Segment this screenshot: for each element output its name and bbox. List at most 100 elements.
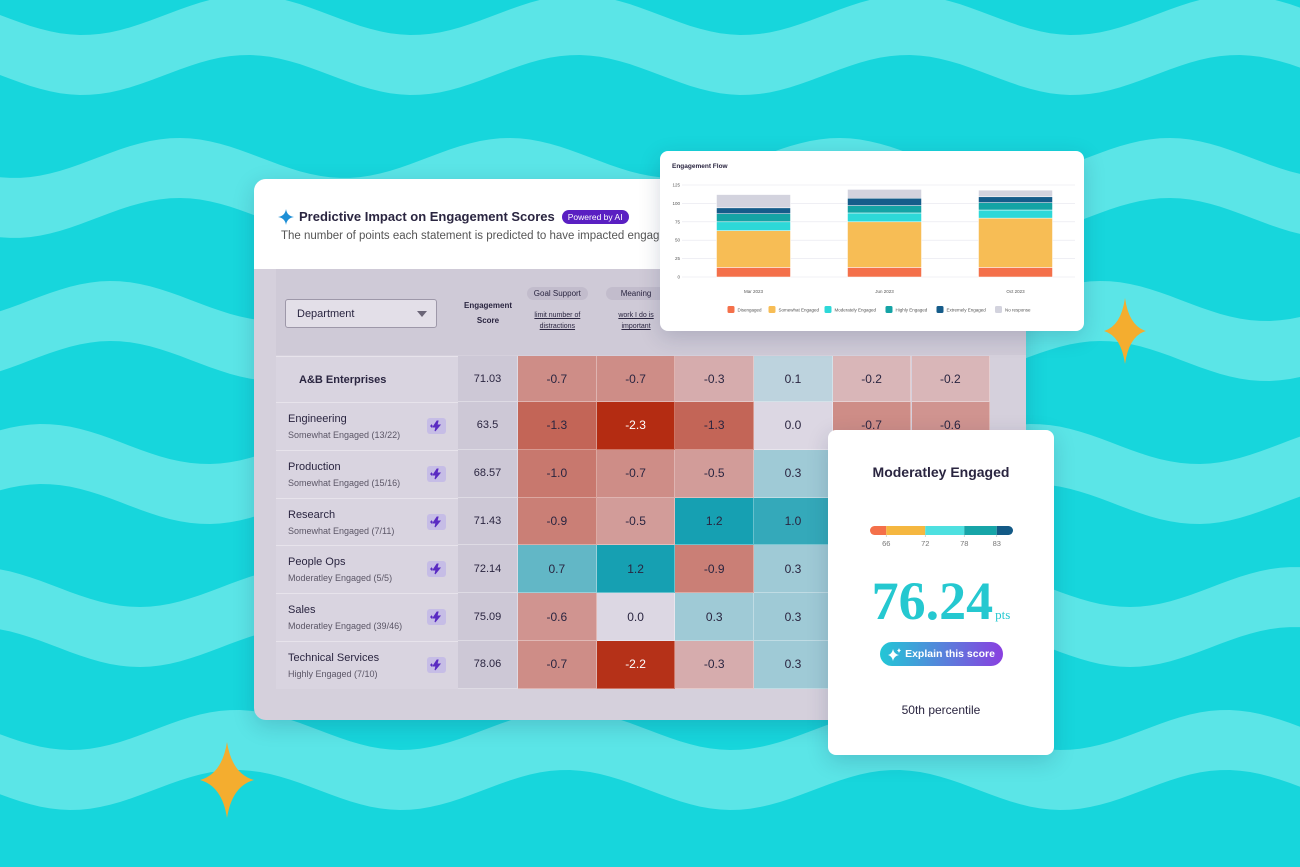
bar-segment: [978, 196, 1053, 203]
bolt-icon: [430, 468, 442, 480]
x-tick-label: Jun 2023: [875, 289, 894, 294]
engagement-score: 75.09: [458, 593, 518, 641]
impact-cell: -2.3: [596, 402, 676, 450]
gauge: 66 72 78 83: [870, 526, 1013, 548]
button-label: Explain this score: [905, 648, 995, 660]
bar-segment: [847, 267, 922, 278]
row-label: Technical Services Highly Engaged (7/10): [276, 641, 458, 689]
engagement-flow-card: Engagement Flow 0 25 50 75 100 125 Mar 2023 Jun…: [660, 151, 1084, 331]
sparkle-icon: [888, 647, 902, 661]
row-status: Somewhat Engaged (13/22): [288, 430, 401, 440]
impact-cell: 0.3: [754, 449, 833, 498]
percentile: 50th percentile: [901, 703, 981, 717]
row-label: Engineering Somewhat Engaged (13/22): [276, 402, 458, 450]
card-title: Predictive Impact on Engagement Scores: [299, 209, 555, 224]
chart-title: Engagement Flow: [672, 163, 729, 170]
bar-segment: [978, 189, 1053, 198]
wave: [0, 710, 1300, 810]
legend-swatch: [936, 306, 944, 313]
column-group: Meaning: [605, 287, 667, 300]
insight-button[interactable]: [427, 418, 446, 434]
bar-segment: [847, 221, 922, 268]
column-group: Goal Support: [527, 287, 588, 300]
impact-cell: 1.2: [675, 497, 755, 546]
impact-cell: -0.3: [675, 356, 755, 402]
bolt-icon: [430, 611, 442, 623]
row-name: Technical Services: [288, 652, 380, 664]
department-dropdown[interactable]: Department: [285, 299, 437, 328]
bar-segment: [716, 230, 791, 268]
impact-cell: 0.3: [754, 545, 833, 594]
bar-segment: [978, 209, 1053, 219]
row-label: Research Somewhat Engaged (7/11): [276, 497, 458, 546]
bar-segment: [847, 189, 922, 199]
engagement-score: 68.57: [458, 449, 518, 498]
impact-cell: -0.6: [518, 593, 597, 641]
row-status: Moderatley Engaged (39/46): [288, 621, 403, 632]
insight-button[interactable]: [427, 561, 446, 578]
row-name: Production: [288, 460, 341, 473]
legend-label: Highly Engaged: [896, 308, 928, 313]
bar-segment: [716, 213, 791, 223]
gauge-tick-label: 72: [921, 539, 929, 548]
gauge-tick-label: 83: [993, 539, 1001, 548]
impact-cell: -0.5: [675, 449, 755, 498]
wave: [0, 0, 1300, 95]
legend-swatch: [885, 306, 893, 313]
y-tick-label: 125: [672, 183, 680, 188]
caret: [417, 311, 427, 317]
bolt-icon: [430, 516, 442, 527]
column-statement: work I do is important: [618, 312, 654, 330]
row-status: Somewhat Engaged (15/16): [288, 477, 401, 488]
impact-cell: 0.3: [754, 641, 833, 689]
bar-segment: [716, 267, 791, 278]
legend-label: Moderately Engaged: [835, 308, 877, 313]
bar-segment: [716, 221, 791, 231]
row-name: Engineering: [288, 413, 347, 425]
score-value-row: 76.24 pts: [828, 570, 1054, 632]
gauge-segment: [886, 526, 926, 535]
score-unit: pts: [995, 607, 1011, 622]
row-status: Moderatley Engaged (5/5): [288, 573, 393, 584]
engagement-score: 71.03: [458, 356, 518, 402]
impact-cell: 0.1: [754, 356, 833, 402]
insight-button[interactable]: [427, 609, 446, 626]
gauge-segment: [870, 526, 887, 535]
star: [1104, 298, 1146, 364]
bar-segment: [716, 194, 791, 209]
bar-segment: [978, 217, 1053, 268]
ai-icon: [278, 209, 294, 225]
score-value: 76.24: [871, 571, 994, 631]
impact-cell: 0.3: [754, 593, 833, 641]
bolt-icon: [430, 659, 442, 671]
impact-cell: -1.3: [675, 402, 755, 450]
insight-button[interactable]: [427, 513, 446, 530]
impact-cell: 0.0: [754, 402, 833, 450]
legend-swatch: [824, 306, 832, 313]
dropdown-label: Department: [297, 307, 355, 320]
bar-segment: [847, 205, 922, 214]
insight-button[interactable]: [427, 465, 446, 482]
legend-label: No response: [1005, 308, 1031, 313]
row-status: Highly Engaged (7/10): [288, 669, 378, 679]
engagement-score: 71.43: [458, 497, 518, 546]
engagement-score: 63.5: [458, 402, 518, 450]
engagement-score: 72.14: [458, 545, 518, 594]
gauge-segment: [964, 526, 997, 535]
card-subtitle: The number of points each statement is p…: [281, 230, 660, 242]
impact-cell: -0.2: [911, 356, 991, 402]
row-label: People Ops Moderatley Engaged (5/5): [276, 545, 458, 594]
impact-cell: -0.5: [596, 497, 676, 546]
column-statement: limit number of distractions: [534, 312, 581, 330]
impact-cell: 0.7: [518, 545, 597, 594]
gauge-segment: [996, 526, 1013, 535]
insight-button[interactable]: [427, 657, 446, 673]
row-label: Production Somewhat Engaged (15/16): [276, 449, 458, 498]
row-status: Somewhat Engaged (7/11): [288, 525, 395, 536]
gauge-tick-label: 78: [960, 539, 968, 548]
bolt-icon: [430, 420, 442, 432]
explain-button[interactable]: Explain this score: [880, 642, 1003, 666]
x-tick-label: Oct 2023: [1006, 289, 1025, 294]
impact-cell: 0.3: [675, 593, 755, 641]
